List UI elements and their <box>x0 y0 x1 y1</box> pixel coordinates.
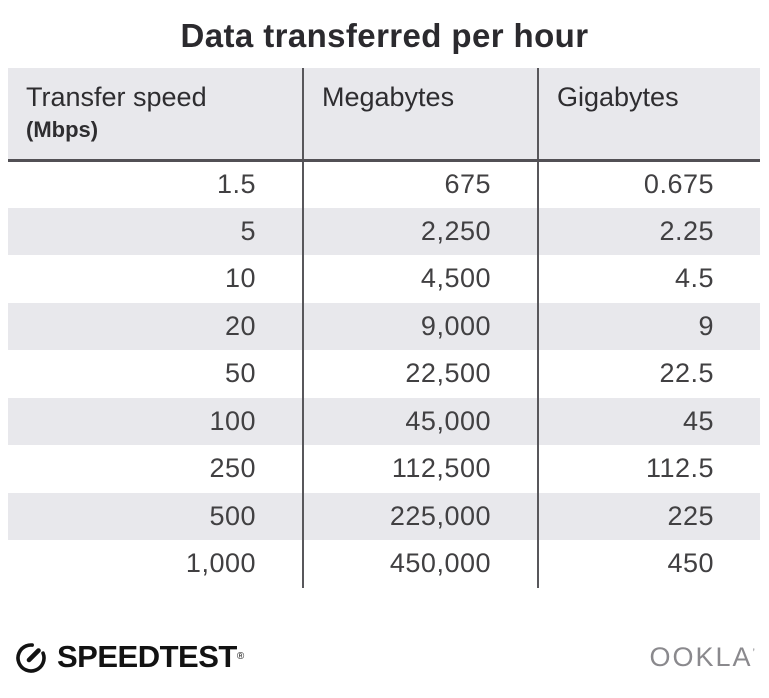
col-header-megabytes-label: Megabytes <box>322 82 455 112</box>
footer: SPEEDTEST ® OOKLA’ <box>0 628 769 698</box>
cell-megabytes: 112,500 <box>302 445 538 493</box>
cell-gigabytes: 45 <box>537 397 760 445</box>
col-header-transfer-speed-unit: (Mbps) <box>26 117 99 142</box>
cell-gigabytes: 225 <box>537 492 760 540</box>
cell-speed: 1.5 <box>216 169 256 199</box>
ookla-wordmark: OOKLA <box>649 641 753 672</box>
cell-megabytes: 45,000 <box>302 397 538 445</box>
table-row: 20 9,000 9 <box>8 302 760 350</box>
table-row: 10 4,500 4.5 <box>8 255 760 303</box>
cell-gigabytes: 22.5 <box>537 350 760 398</box>
page-title: Data transferred per hour <box>180 17 589 54</box>
col-header-gigabytes: Gigabytes <box>537 68 760 162</box>
cell-speed: 100 <box>8 397 303 445</box>
cell-speed: 50 <box>224 358 256 389</box>
cell-speed: 250 <box>209 453 256 484</box>
cell-gigabytes: 9 <box>537 302 760 350</box>
table-row: 100 45,000 45 <box>8 397 760 445</box>
cell-speed: 10 <box>224 263 256 294</box>
col-header-transfer-speed: Transfer speed (Mbps) <box>8 68 303 162</box>
cell-gigabytes: 450 <box>537 540 760 588</box>
cell-megabytes: 9,000 <box>302 302 538 350</box>
table-row: 500 225,000 225 <box>8 492 760 540</box>
cell-speed: 500 <box>8 492 303 540</box>
table-header-row: Transfer speed (Mbps) Megabytes Gigabyte… <box>8 68 760 162</box>
table-row: 1,000 450,000 450 <box>8 540 760 588</box>
col-header-megabytes: Megabytes <box>302 68 538 162</box>
cell-megabytes: 2,250 <box>302 207 538 255</box>
cell-megabytes: 675 <box>302 160 538 208</box>
table-row: 1.5 675 0.675 <box>8 160 760 208</box>
table-row: 50 22,500 22.5 <box>8 350 760 398</box>
cell-gigabytes: 2.25 <box>537 207 760 255</box>
cell-gigabytes: 4.5 <box>537 255 760 303</box>
speedtest-logo: SPEEDTEST ® <box>13 639 244 675</box>
cell-megabytes: 450,000 <box>302 540 538 588</box>
ookla-logo: OOKLA’ <box>650 642 756 673</box>
cell-speed: 20 <box>8 302 303 350</box>
speedtest-gauge-icon <box>16 643 46 673</box>
cell-speed: 1,000 <box>185 548 256 579</box>
ookla-trademark-tick: ’ <box>752 646 755 659</box>
cell-megabytes: 22,500 <box>302 350 538 398</box>
cell-megabytes: 4,500 <box>302 255 538 303</box>
registered-mark: ® <box>236 651 245 662</box>
col-header-gigabytes-label: Gigabytes <box>557 82 679 112</box>
col-header-transfer-speed-label: Transfer speed <box>26 82 207 112</box>
table-row: 250 112,500 112.5 <box>8 445 760 493</box>
cell-speed: 5 <box>8 207 303 255</box>
cell-megabytes: 225,000 <box>302 492 538 540</box>
cell-gigabytes: 112.5 <box>537 445 760 493</box>
data-table: Transfer speed (Mbps) Megabytes Gigabyte… <box>8 68 760 588</box>
speedtest-wordmark: SPEEDTEST <box>57 639 237 674</box>
cell-gigabytes: 0.675 <box>537 160 760 208</box>
table-row: 5 2,250 2.25 <box>8 207 760 255</box>
